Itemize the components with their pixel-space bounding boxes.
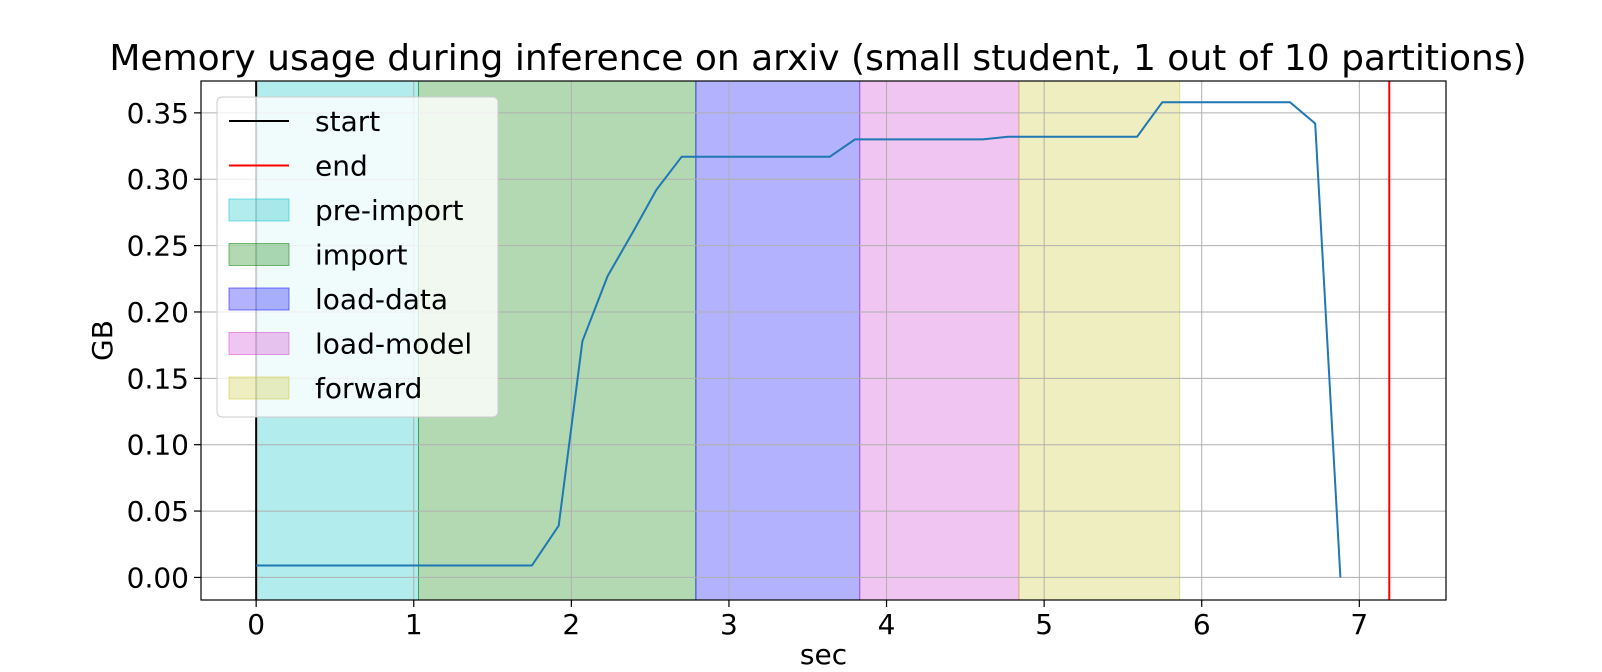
legend-swatch-forward	[228, 376, 290, 400]
legend: start end pre-import import load-data load-mo…	[216, 96, 499, 418]
span-load-model	[859, 80, 1020, 601]
x-tick-label: 1	[405, 608, 423, 641]
span-forward	[1018, 80, 1181, 601]
x-tick-label: 2	[562, 608, 580, 641]
x-axis-ticks: 0 1 2 3 4 5 6 7	[247, 600, 1368, 641]
chart-title: Memory usage during inference on arxiv (…	[109, 38, 1526, 79]
x-tick-label: 5	[1035, 608, 1053, 641]
legend-label: pre-import	[315, 194, 463, 227]
x-tick-label: 7	[1350, 608, 1368, 641]
legend-swatch-import	[228, 243, 290, 266]
legend-swatch-load-data	[228, 287, 290, 311]
x-tick-label: 6	[1193, 608, 1211, 641]
x-axis-label: sec	[800, 638, 847, 671]
plot-frame	[200, 80, 1447, 601]
y-tick-label: 0.15	[127, 362, 189, 395]
memory-series-line	[256, 101, 1342, 578]
legend-label: end	[315, 150, 368, 183]
y-tick-label: 0.35	[127, 97, 189, 130]
y-axis-label: GB	[86, 320, 119, 361]
x-tick-label: 3	[720, 608, 738, 641]
legend-swatch-load-model	[228, 332, 290, 355]
y-tick-label: 0.00	[127, 561, 189, 594]
y-axis-ticks: 0.00 0.05 0.10 0.15 0.20 0.25 0.30 0.35	[127, 97, 201, 594]
y-tick-label: 0.10	[127, 429, 189, 462]
y-tick-label: 0.25	[127, 230, 189, 263]
y-tick-label: 0.30	[127, 163, 189, 196]
x-tick-label: 4	[878, 608, 896, 641]
x-tick-label: 0	[247, 608, 265, 641]
legend-label: load-data	[315, 283, 448, 316]
series-layer	[256, 101, 1342, 578]
span-load-data	[695, 80, 861, 601]
legend-label: start	[315, 105, 380, 138]
y-tick-label: 0.20	[127, 296, 189, 329]
legend-label: load-model	[315, 328, 472, 361]
legend-label: import	[315, 239, 407, 272]
legend-label: forward	[315, 372, 422, 405]
legend-box	[216, 96, 499, 418]
legend-swatch-pre-import	[228, 198, 290, 222]
y-tick-label: 0.05	[127, 495, 189, 528]
